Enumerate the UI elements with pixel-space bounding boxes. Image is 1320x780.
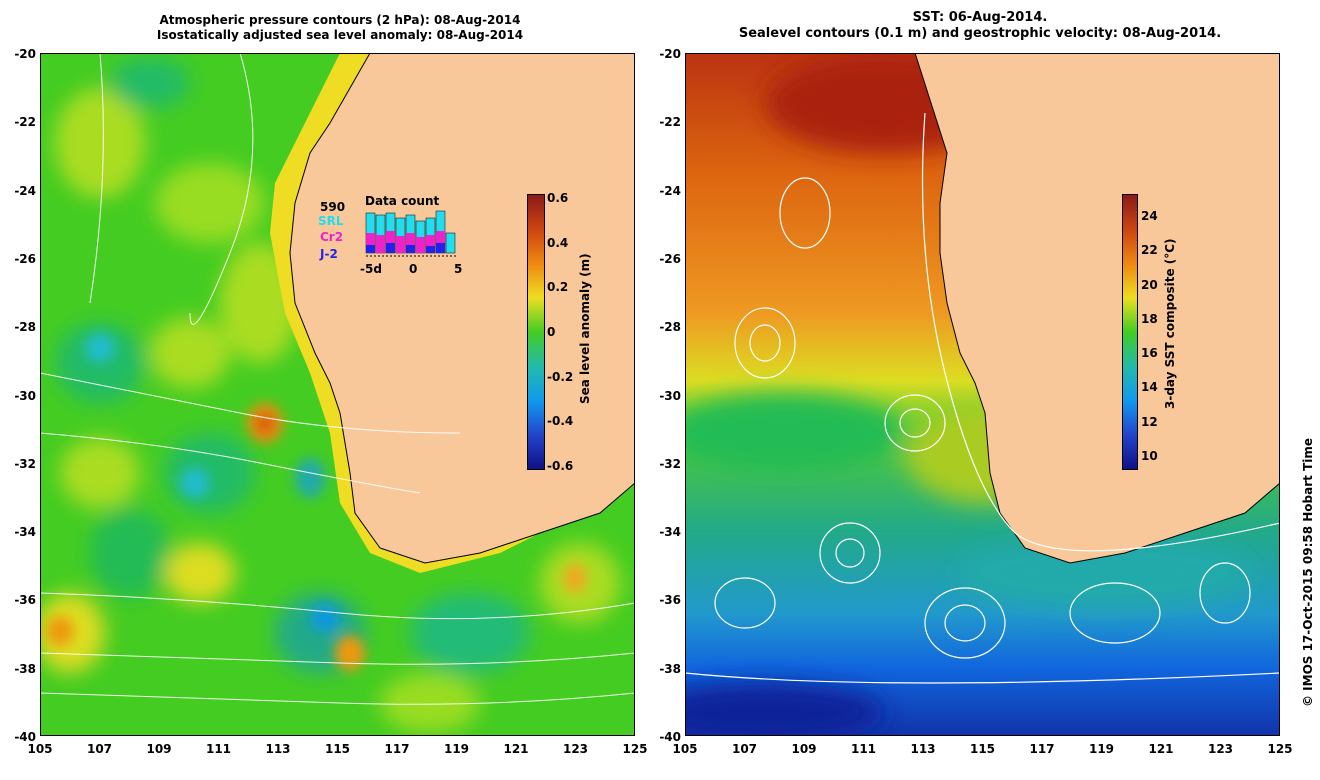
sla-colorbar-tick: 0.4 — [547, 235, 569, 250]
sst-colorbar-tick: 22 — [1141, 243, 1158, 258]
lon-tick-label: 107 — [731, 742, 758, 756]
lat-tick-label: -34 — [659, 525, 681, 540]
lon-tick-label: 125 — [622, 742, 648, 756]
sla-colorbar-tick: -0.2 — [547, 369, 574, 384]
lat-tick-label: -34 — [14, 525, 36, 540]
lat-tick-label: -40 — [659, 730, 681, 744]
sst-colorbar-tick: 10 — [1141, 449, 1158, 463]
lon-tick-label: 117 — [1029, 742, 1055, 756]
lon-tick-label: 119 — [443, 742, 470, 756]
lon-tick-label: 123 — [1207, 742, 1234, 756]
lon-tick-label: 125 — [1267, 742, 1293, 756]
left-title-line2: Isostatically adjusted sea level anomaly… — [156, 28, 524, 42]
lat-tick-label: -28 — [14, 320, 36, 335]
lat-tick-label: -36 — [659, 593, 681, 608]
lon-tick-label: 107 — [86, 742, 113, 756]
lat-tick-label: -28 — [659, 320, 681, 335]
right-panel-title: SST: 06-Aug-2014. Sealevel contours (0.1… — [700, 10, 1260, 42]
lon-tick-label: 115 — [324, 742, 351, 756]
lon-tick-label: 119 — [1088, 742, 1115, 756]
lat-tick-label: -22 — [14, 115, 36, 130]
data-source-cr2: Cr2 — [320, 230, 344, 244]
sst-colorbar-tick: 12 — [1141, 414, 1158, 429]
lon-tick-label: 105 — [672, 742, 698, 756]
data-count-title: Data count — [365, 194, 440, 208]
lon-tick-label: 117 — [384, 742, 410, 756]
lon-tick-label: 111 — [205, 742, 232, 756]
lon-tick-label: 123 — [562, 742, 589, 756]
lat-tick-label: -26 — [659, 251, 681, 266]
data-count-total: 590 — [320, 200, 346, 214]
lon-tick-label: 105 — [27, 742, 53, 756]
lat-tick-label: -38 — [14, 661, 36, 676]
data-source-srl: SRL — [318, 214, 344, 228]
sea-level-anomaly-map — [40, 53, 635, 736]
sla-colorbar-tick: -0.6 — [547, 459, 574, 473]
lon-tick-label: 121 — [503, 742, 529, 756]
lat-tick-label: -40 — [14, 730, 36, 744]
sla-colorbar-tick: 0.2 — [547, 280, 569, 295]
lon-tick-label: 109 — [146, 742, 172, 756]
left-panel-title: Atmospheric pressure contours (2 hPa): 0… — [120, 13, 560, 43]
sst-colorbar-tick: 14 — [1141, 380, 1158, 395]
right-title-line1: SST: 06-Aug-2014. — [912, 10, 1048, 25]
data-count-axis-zero: 0 — [409, 262, 418, 276]
sla-colorbar-title: Sea level anomaly (m) — [578, 253, 592, 404]
right-title-line2: Sealevel contours (0.1 m) and geostrophi… — [738, 26, 1222, 41]
data-source-j2: J-2 — [320, 247, 338, 261]
data-count-axis-pos: 5 — [454, 262, 463, 276]
sst-colorbar-tick: 20 — [1141, 277, 1158, 292]
lon-tick-label: 113 — [910, 742, 936, 756]
lat-tick-label: -30 — [659, 388, 681, 403]
lat-tick-label: -30 — [14, 388, 36, 403]
lat-tick-label: -26 — [14, 251, 36, 266]
lat-tick-label: -36 — [14, 593, 36, 608]
lon-tick-label: 115 — [969, 742, 996, 756]
sst-colorbar-title: 3-day SST composite (°C) — [1163, 238, 1177, 409]
lon-tick-label: 121 — [1148, 742, 1174, 756]
lat-tick-label: -32 — [659, 456, 681, 471]
sst-map — [685, 53, 1280, 736]
lat-tick-label: -24 — [14, 183, 36, 198]
lat-tick-label: -20 — [659, 47, 681, 61]
sla-colorbar-tick: 0 — [547, 325, 556, 339]
data-count-bars — [365, 210, 458, 257]
data-count-axis-neg: -5d — [360, 262, 382, 276]
sst-colorbar — [1122, 194, 1138, 470]
lat-tick-label: -38 — [659, 661, 681, 676]
lon-tick-label: 111 — [850, 742, 877, 756]
lat-tick-label: -22 — [659, 115, 681, 130]
lat-tick-label: -32 — [14, 456, 36, 471]
sla-colorbar — [527, 194, 545, 470]
lon-tick-label: 113 — [265, 742, 291, 756]
sst-colorbar-tick: 18 — [1141, 311, 1158, 326]
sst-colorbar-tick: 24 — [1141, 209, 1158, 223]
left-title-line1: Atmospheric pressure contours (2 hPa): 0… — [159, 13, 521, 27]
sla-colorbar-tick: -0.4 — [547, 414, 574, 429]
sla-colorbar-tick: 0.6 — [547, 191, 569, 205]
lat-tick-label: -20 — [14, 47, 36, 61]
lon-tick-label: 109 — [791, 742, 817, 756]
credit-text: © IMOS 17-Oct-2015 09:58 Hobart Time — [1301, 437, 1315, 707]
lat-tick-label: -24 — [659, 183, 681, 198]
sst-colorbar-tick: 16 — [1141, 346, 1158, 361]
